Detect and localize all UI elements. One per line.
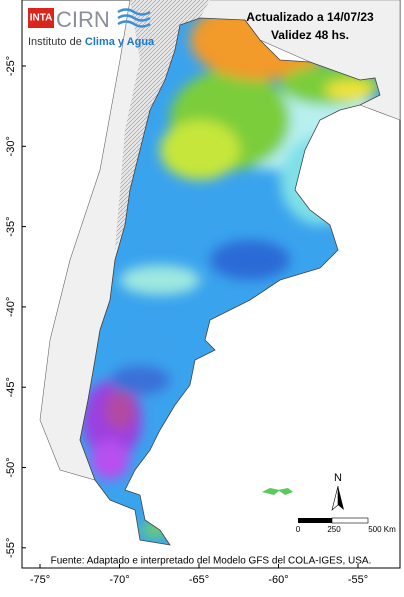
lat-label: -35° <box>5 216 17 236</box>
lat-label: -25° <box>5 56 17 76</box>
lon-label: -65° <box>189 574 209 586</box>
compass-n: N <box>334 472 342 484</box>
logo-institute: Instituto de Clima y Agua <box>28 36 155 48</box>
validity: Validez 48 hs. <box>271 28 349 42</box>
update-date: Actualizado a 14/07/23 <box>246 10 374 24</box>
logo-badge <box>28 8 54 28</box>
scale-label: 500 Km <box>368 525 396 534</box>
compass-arrow <box>338 486 344 510</box>
falklands <box>262 488 293 495</box>
lat-label: -45° <box>5 377 17 397</box>
lat-label: -50° <box>5 457 17 477</box>
logo-waves <box>117 8 151 28</box>
scale-label: 0 <box>296 525 301 534</box>
lon-label: -60° <box>268 574 288 586</box>
lat-label: -30° <box>5 136 17 156</box>
footer-source: Fuente: Adaptado e interpretado del Mode… <box>51 556 372 567</box>
logo-badge-text: INTA <box>30 13 53 24</box>
bolivia-chile-hatch <box>115 0 210 250</box>
lon-label: -70° <box>109 574 129 586</box>
axis-labels: -25° -30° -35° -40° -45° -50° -55° -75° -70° -65°… <box>5 56 368 586</box>
compass-arrow-light <box>331 485 339 511</box>
scale-bar-white <box>331 517 369 524</box>
lon-label: -55° <box>348 574 368 586</box>
lat-label: -40° <box>5 297 17 317</box>
scale-label: 250 <box>327 525 341 534</box>
scale-labels: 0 250 500 Km <box>296 525 396 534</box>
logo-name: CIRN <box>56 7 110 32</box>
logo-institute-highlight: Clima y Agua <box>85 36 155 48</box>
scale-bar-black <box>298 518 332 523</box>
logo-institute-text: Instituto de <box>28 36 82 48</box>
lat-label: -55° <box>5 538 17 558</box>
lon-label: -75° <box>30 574 50 586</box>
